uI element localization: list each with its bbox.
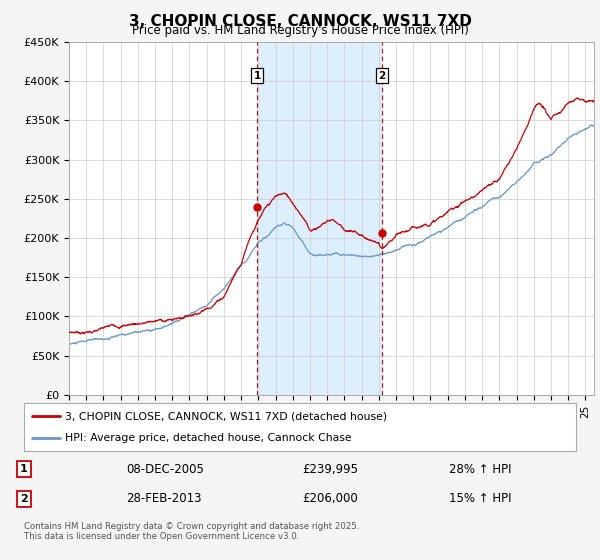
Text: 1: 1 xyxy=(20,464,28,474)
Text: 28% ↑ HPI: 28% ↑ HPI xyxy=(449,463,511,475)
Text: 3, CHOPIN CLOSE, CANNOCK, WS11 7XD (detached house): 3, CHOPIN CLOSE, CANNOCK, WS11 7XD (deta… xyxy=(65,411,388,421)
Text: 2: 2 xyxy=(20,494,28,503)
Text: 2: 2 xyxy=(378,71,385,81)
Text: 1: 1 xyxy=(253,71,260,81)
Text: Price paid vs. HM Land Registry's House Price Index (HPI): Price paid vs. HM Land Registry's House … xyxy=(131,24,469,37)
Text: 08-DEC-2005: 08-DEC-2005 xyxy=(126,463,204,475)
Text: Contains HM Land Registry data © Crown copyright and database right 2025.
This d: Contains HM Land Registry data © Crown c… xyxy=(24,522,359,542)
Text: £206,000: £206,000 xyxy=(302,492,358,505)
Text: 28-FEB-2013: 28-FEB-2013 xyxy=(126,492,202,505)
Text: 3, CHOPIN CLOSE, CANNOCK, WS11 7XD: 3, CHOPIN CLOSE, CANNOCK, WS11 7XD xyxy=(128,14,472,29)
Text: HPI: Average price, detached house, Cannock Chase: HPI: Average price, detached house, Cann… xyxy=(65,433,352,443)
Bar xyxy=(257,42,382,395)
Text: 15% ↑ HPI: 15% ↑ HPI xyxy=(449,492,511,505)
Text: £239,995: £239,995 xyxy=(302,463,358,475)
